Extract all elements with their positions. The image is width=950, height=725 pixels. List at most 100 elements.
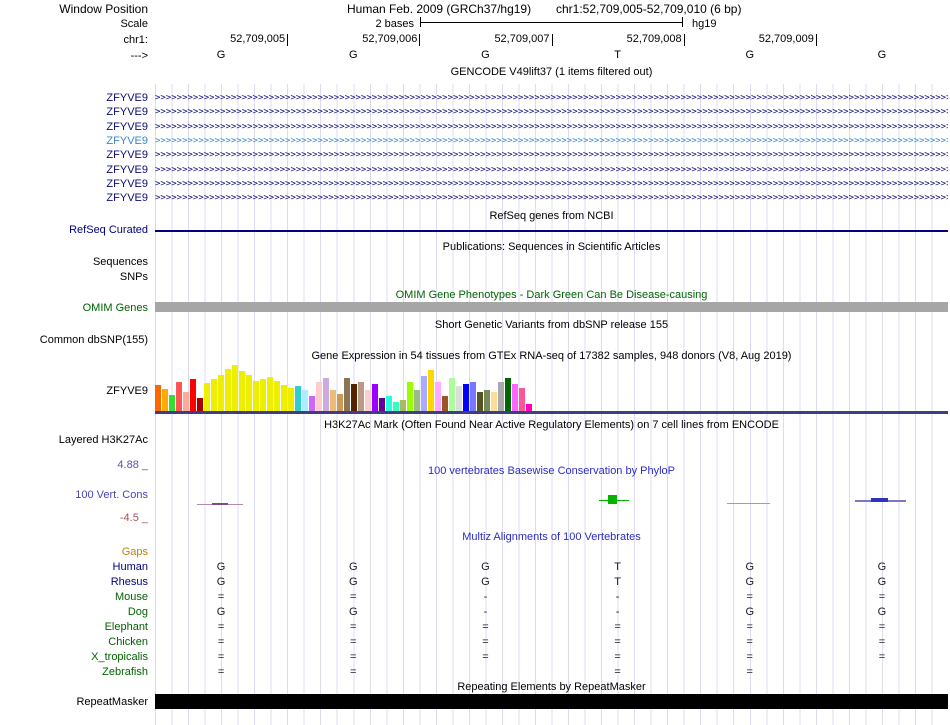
repeatmasker-bar[interactable]	[155, 694, 948, 709]
track-label-omim-genes[interactable]: OMIM Genes	[82, 302, 148, 314]
gtex-bar[interactable]	[232, 365, 238, 412]
gtex-bar[interactable]	[435, 382, 441, 412]
multiz-species-label[interactable]: Chicken	[108, 636, 148, 648]
gencode-transcript-row[interactable]: >>>>>>>>>>>>>>>>>>>>>>>>>>>>>>>>>>>>>>>>…	[155, 107, 948, 118]
multiz-species-label[interactable]: Mouse	[114, 591, 148, 603]
gtex-bar[interactable]	[463, 384, 469, 412]
gtex-bar[interactable]	[456, 386, 462, 412]
gtex-bar[interactable]	[316, 382, 322, 412]
gencode-transcript-row[interactable]: >>>>>>>>>>>>>>>>>>>>>>>>>>>>>>>>>>>>>>>>…	[155, 135, 948, 146]
gencode-transcript-label[interactable]: ZFYVE9	[106, 106, 148, 119]
multiz-species-label[interactable]: Zebrafish	[102, 666, 148, 678]
gtex-bar[interactable]	[386, 396, 392, 412]
omim-genes-bar[interactable]	[155, 302, 948, 312]
gtex-bar[interactable]	[351, 384, 357, 412]
gencode-transcript-label[interactable]: ZFYVE9	[106, 134, 148, 147]
gtex-bar[interactable]	[204, 383, 210, 412]
multiz-species-label[interactable]: Dog	[127, 606, 148, 618]
gtex-bar[interactable]	[218, 375, 224, 412]
gtex-bar[interactable]	[330, 390, 336, 412]
gtex-bar[interactable]	[323, 378, 329, 412]
gtex-bar[interactable]	[379, 398, 385, 412]
track-label-sequences[interactable]: Sequences	[92, 256, 148, 268]
gtex-bar[interactable]	[393, 402, 399, 412]
track-title-repeatmasker[interactable]: Repeating Elements by RepeatMasker	[457, 681, 646, 693]
gencode-transcript-row[interactable]: >>>>>>>>>>>>>>>>>>>>>>>>>>>>>>>>>>>>>>>>…	[155, 150, 948, 161]
gtex-bar[interactable]	[400, 400, 406, 412]
gtex-expression-chart[interactable]	[155, 364, 533, 412]
gtex-bar[interactable]	[288, 388, 294, 412]
track-label-repeatmasker[interactable]: RepeatMasker	[76, 696, 148, 708]
gtex-bar[interactable]	[190, 379, 196, 412]
gtex-bar[interactable]	[246, 375, 252, 412]
gtex-bar[interactable]	[421, 376, 427, 412]
gencode-transcript-label[interactable]: ZFYVE9	[106, 92, 148, 104]
gtex-bar[interactable]	[309, 396, 315, 412]
gencode-transcript-label[interactable]: ZFYVE9	[106, 192, 148, 205]
gtex-bar[interactable]	[449, 378, 455, 412]
gtex-bar[interactable]	[505, 378, 511, 412]
track-label-refseq-curated[interactable]: RefSeq Curated	[69, 224, 148, 236]
gtex-bar[interactable]	[155, 385, 161, 412]
gtex-bar[interactable]	[407, 382, 413, 412]
gtex-bar[interactable]	[162, 389, 168, 412]
track-title-publications[interactable]: Publications: Sequences in Scientific Ar…	[442, 241, 661, 253]
gtex-bar[interactable]	[470, 382, 476, 412]
track-title-omim[interactable]: OMIM Gene Phenotypes - Dark Green Can Be…	[395, 289, 708, 301]
gtex-bar[interactable]	[225, 369, 231, 412]
multiz-species-label[interactable]: Human	[112, 561, 148, 573]
track-title-dbsnp[interactable]: Short Genetic Variants from dbSNP releas…	[434, 319, 669, 331]
track-title-gtex[interactable]: Gene Expression in 54 tissues from GTEx …	[311, 350, 792, 362]
gencode-transcript-row[interactable]: >>>>>>>>>>>>>>>>>>>>>>>>>>>>>>>>>>>>>>>>…	[155, 121, 948, 132]
gtex-bar[interactable]	[491, 392, 497, 412]
track-label-layered-h3k27ac[interactable]: Layered H3K27Ac	[58, 434, 148, 446]
multiz-species-label[interactable]: X_tropicalis	[91, 651, 148, 663]
gtex-bar[interactable]	[477, 392, 483, 412]
gtex-bar[interactable]	[183, 392, 189, 412]
gtex-bar[interactable]	[365, 390, 371, 412]
gtex-bar[interactable]	[498, 382, 504, 412]
gtex-bar[interactable]	[372, 384, 378, 412]
gencode-transcript-label[interactable]: ZFYVE9	[106, 177, 148, 190]
track-label-gtex-gene[interactable]: ZFYVE9	[106, 385, 148, 397]
gtex-bar[interactable]	[512, 384, 518, 412]
gtex-bar[interactable]	[358, 382, 364, 412]
gencode-transcript-row[interactable]: >>>>>>>>>>>>>>>>>>>>>>>>>>>>>>>>>>>>>>>>…	[155, 164, 948, 175]
gtex-bar[interactable]	[267, 377, 273, 412]
gencode-transcript-label[interactable]: ZFYVE9	[106, 149, 148, 162]
gtex-bar[interactable]	[344, 378, 350, 412]
gtex-bar[interactable]	[484, 390, 490, 412]
gencode-transcript-label[interactable]: ZFYVE9	[106, 120, 148, 133]
track-title-phylop[interactable]: 100 vertebrates Basewise Conservation by…	[427, 465, 676, 477]
gtex-bar[interactable]	[428, 370, 434, 412]
gtex-bar[interactable]	[253, 381, 259, 412]
track-title-gencode[interactable]: GENCODE V49lift37 (1 items filtered out)	[450, 66, 653, 78]
multiz-species-label[interactable]: Elephant	[104, 621, 148, 633]
track-title-multiz[interactable]: Multiz Alignments of 100 Vertebrates	[462, 531, 641, 543]
gtex-bar[interactable]	[442, 396, 448, 412]
gtex-bar[interactable]	[281, 385, 287, 412]
gtex-bar[interactable]	[211, 379, 217, 412]
gtex-bar[interactable]	[337, 394, 343, 412]
track-label-snps[interactable]: SNPs	[119, 271, 148, 283]
gtex-bar[interactable]	[169, 395, 175, 412]
gtex-bar[interactable]	[526, 404, 532, 412]
gtex-bar[interactable]	[197, 398, 203, 412]
gencode-transcript-row[interactable]: >>>>>>>>>>>>>>>>>>>>>>>>>>>>>>>>>>>>>>>>…	[155, 193, 948, 204]
gtex-bar[interactable]	[176, 382, 182, 412]
gtex-bar[interactable]	[239, 371, 245, 412]
track-title-refseq[interactable]: RefSeq genes from NCBI	[489, 210, 614, 222]
gtex-bar[interactable]	[414, 390, 420, 412]
multiz-species-label[interactable]: Rhesus	[110, 576, 148, 588]
refseq-curated-line[interactable]	[155, 230, 948, 232]
gtex-bar[interactable]	[519, 388, 525, 412]
gtex-bar[interactable]	[295, 386, 301, 412]
gtex-bar[interactable]	[260, 379, 266, 412]
gtex-bar[interactable]	[274, 381, 280, 412]
gencode-transcript-label[interactable]: ZFYVE9	[106, 163, 148, 176]
multiz-species-label[interactable]: Gaps	[121, 546, 148, 558]
track-label-common-dbsnp[interactable]: Common dbSNP(155)	[39, 334, 148, 346]
gencode-transcript-row[interactable]: >>>>>>>>>>>>>>>>>>>>>>>>>>>>>>>>>>>>>>>>…	[155, 178, 948, 189]
gtex-bar[interactable]	[302, 390, 308, 412]
track-title-h3k27ac[interactable]: H3K27Ac Mark (Often Found Near Active Re…	[324, 419, 779, 431]
